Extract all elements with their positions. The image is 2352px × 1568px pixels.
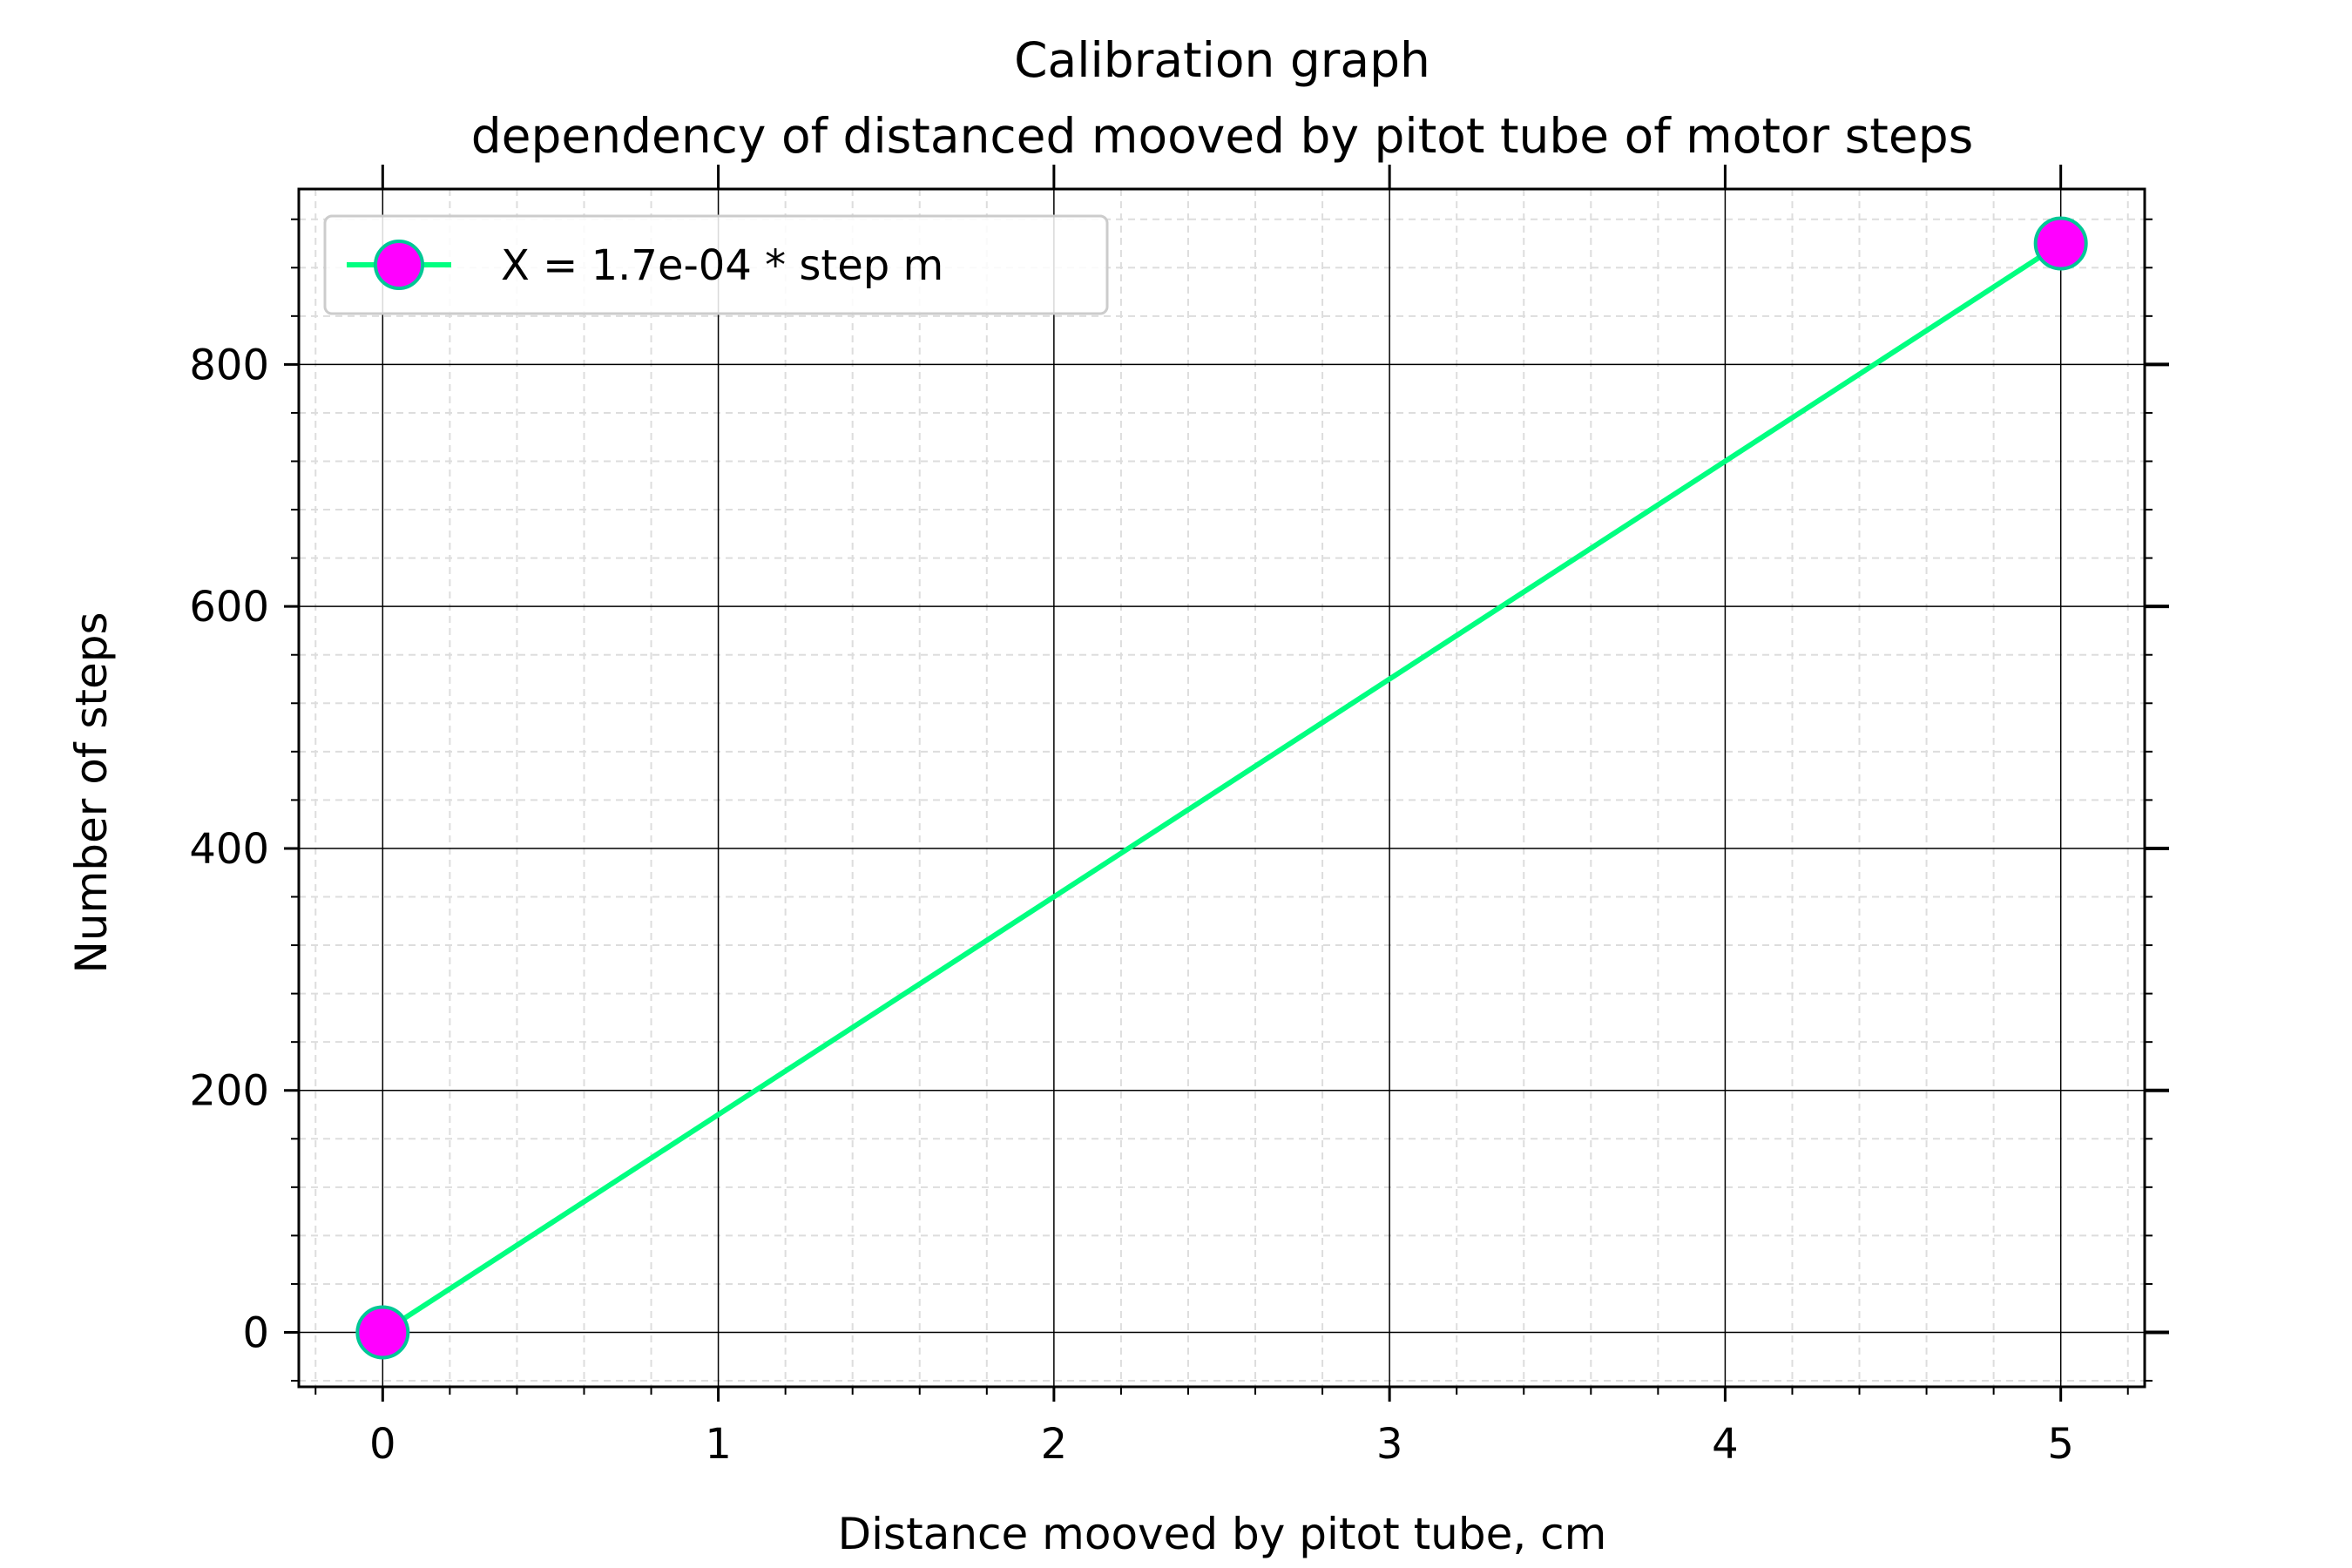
- chart-title-line-2: dependency of distanced mooved by pitot …: [471, 108, 1974, 164]
- y-tick-label: 0: [242, 1309, 269, 1358]
- major-grid: [299, 189, 2145, 1387]
- y-axis-label: Number of steps: [66, 612, 117, 973]
- x-tick-label: 5: [2047, 1420, 2074, 1469]
- minor-grid: [299, 189, 2145, 1387]
- chart-title-line-1: Calibration graph: [1014, 32, 1430, 88]
- series-layer: [355, 216, 2088, 1360]
- x-tick-label: 2: [1041, 1420, 1068, 1469]
- y-tick-label: 200: [189, 1067, 269, 1116]
- axis-ticks: 0 1 2 3 4 5 0 200 400 600 800: [189, 165, 2169, 1469]
- legend-box: [323, 214, 1109, 315]
- plot-frame: [297, 187, 2146, 1389]
- y-tick-label: 800: [189, 341, 269, 389]
- x-axis-label: Distance mooved by pitot tube, cm: [838, 1509, 1607, 1559]
- x-tick-label: 4: [1712, 1420, 1739, 1469]
- data-point: [2033, 216, 2088, 271]
- legend-entry-label: X = 1.7e-04 * step m: [501, 241, 943, 290]
- x-tick-label: 1: [705, 1420, 732, 1469]
- legend-marker-sample: [374, 240, 424, 290]
- y-tick-label: 400: [189, 825, 269, 874]
- data-point: [355, 1305, 410, 1360]
- x-tick-label: 3: [1376, 1420, 1403, 1469]
- series-line: [381, 240, 2063, 1335]
- x-tick-label: 0: [369, 1420, 396, 1469]
- y-tick-label: 600: [189, 583, 269, 632]
- legend: X = 1.7e-04 * step m: [323, 214, 1109, 315]
